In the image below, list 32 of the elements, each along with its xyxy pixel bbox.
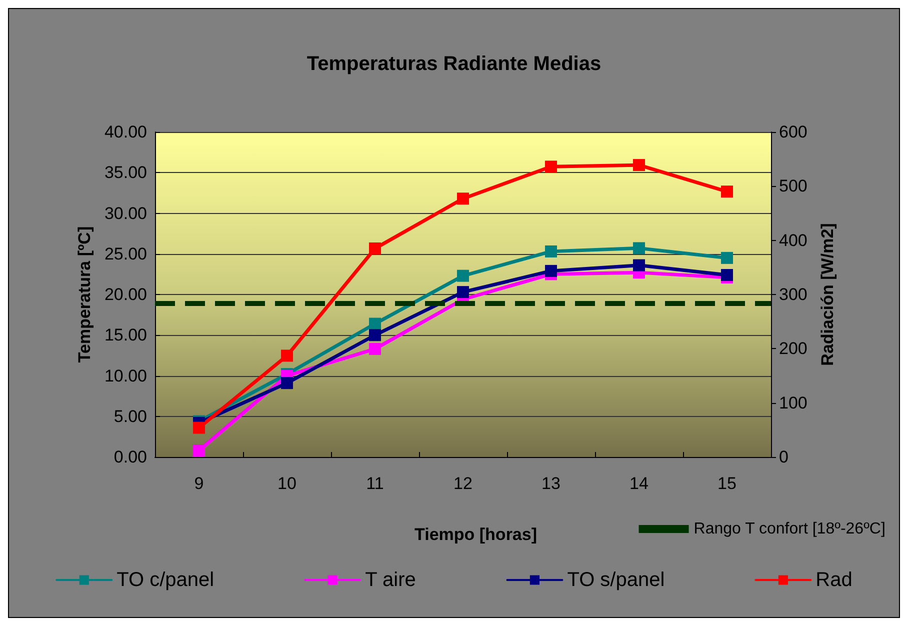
y-tick-label: 35.00	[104, 163, 147, 182]
y-tick-label: 25.00	[104, 244, 147, 264]
x-tick-label: 11	[366, 474, 384, 493]
legend-label: TO c/panel	[116, 569, 214, 591]
x-tick-label: 15	[718, 474, 736, 493]
x-tick-label: 9	[194, 474, 204, 493]
legend-label: Rango T confort [18º-26ºC]	[694, 520, 886, 538]
y-tick-label: 0.00	[114, 448, 147, 466]
y2-tick-label: 600	[779, 122, 808, 142]
y-tick-label: 5.00	[114, 406, 147, 426]
y2-tick-label: 0	[779, 448, 788, 466]
y2-axis-title: Radiación [W/m2]	[818, 223, 837, 366]
legend-label: T aire	[365, 569, 416, 591]
y-axis-title: Temperatura [ºC]	[75, 226, 94, 363]
y2-tick-label: 200	[779, 339, 808, 358]
x-tick-label: 14	[630, 474, 648, 493]
x-tick-label: 10	[278, 474, 296, 493]
x-axis-title: Tiempo [horas]	[414, 525, 538, 544]
chart-title: Temperaturas Radiante Medias	[306, 53, 602, 75]
y-tick-label: 30.00	[104, 204, 147, 223]
y2-tick-label: 300	[779, 285, 808, 304]
y2-tick-label: 500	[779, 176, 808, 196]
y-tick-label: 20.00	[104, 285, 147, 304]
y-tick-label: 40.00	[104, 122, 147, 142]
legend-label: Rad	[816, 569, 852, 591]
x-tick-label: 12	[454, 474, 472, 493]
y-tick-label: 10.00	[104, 366, 147, 386]
x-tick-label: 13	[542, 474, 560, 493]
y-tick-label: 15.00	[104, 326, 147, 345]
legend-label: TO s/panel	[567, 569, 665, 591]
y2-tick-label: 400	[779, 230, 808, 250]
y2-tick-label: 100	[779, 393, 808, 412]
